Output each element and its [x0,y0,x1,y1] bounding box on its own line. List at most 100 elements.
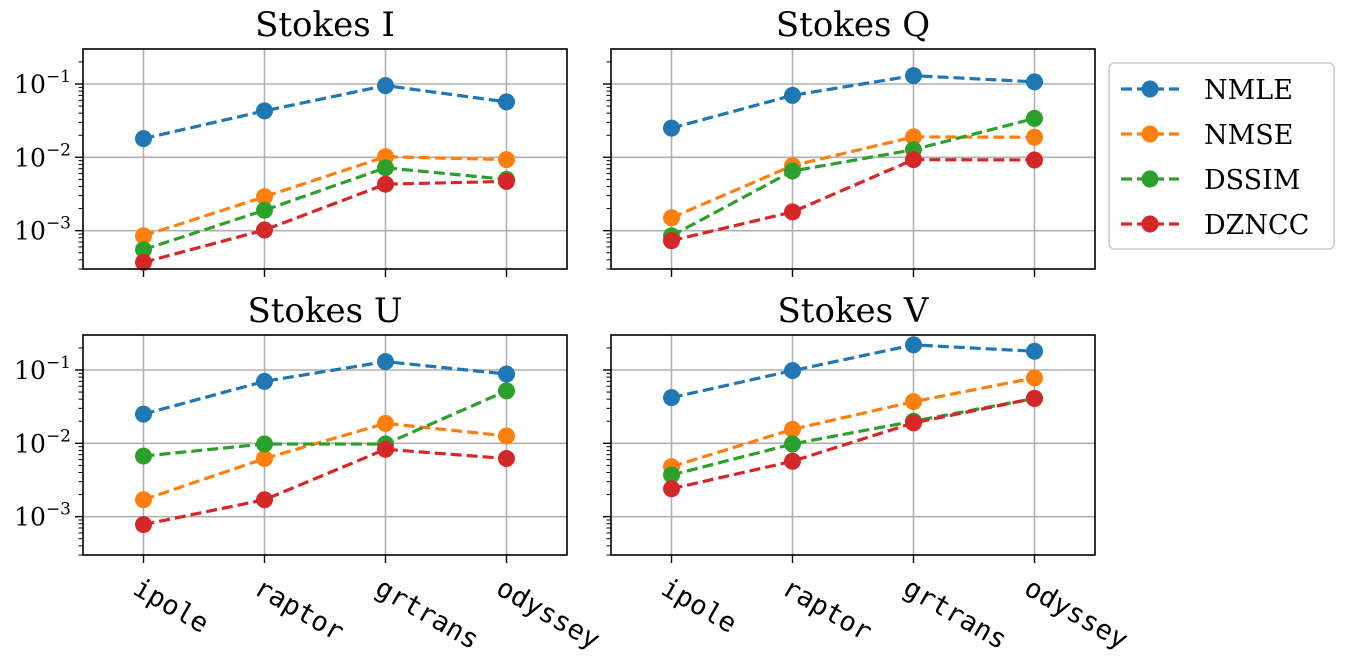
series-dssim [663,389,1043,484]
series-line [671,343,1035,400]
data-point [498,365,515,383]
data-point [256,450,273,468]
legend-box [1108,62,1335,250]
series-line [671,376,1035,469]
series-dzncc [663,389,1043,498]
y-tick-label: 10−1 [14,353,71,385]
axes-frame [610,334,1096,556]
x-tick-label: ipole [656,572,742,639]
data-point [135,447,152,465]
data-point [498,151,515,169]
x-tick-label: odyssey [491,572,605,656]
data-point [135,491,152,509]
panel-title: Stokes Q [776,5,930,45]
series-line [143,179,507,264]
data-point [498,427,515,445]
data-point [377,414,394,432]
axes-frame [82,48,568,270]
data-point [135,227,152,245]
y-tick-label: 10−3 [14,214,71,246]
x-tick-label: odyssey [1019,572,1133,656]
data-point [135,241,152,259]
data-point [784,162,801,180]
data-point [256,491,273,509]
y-tick-label: 10−2 [14,140,71,172]
panel-title: Stokes I [255,5,395,45]
axes-frame [610,48,1096,270]
data-point [905,128,922,146]
y-tick-label: 10−3 [14,500,71,532]
series-line [671,158,1035,243]
data-point [135,130,152,148]
data-point [784,435,801,453]
x-tick-label: ipole [128,572,214,639]
data-point [256,102,273,120]
series-line [670,135,1035,220]
legend-item-nmle: NMLE [1121,75,1293,106]
data-point [663,209,680,227]
data-point [905,336,922,354]
series-nmle [135,77,515,148]
panel-title: Stokes U [247,291,402,331]
data-point [256,372,273,390]
data-point [135,405,152,423]
y-tick-label: 10−2 [14,426,71,458]
series-line [143,84,507,141]
panel-1: Stokes I 10−1 10−2 10−3 [14,5,568,277]
series-dzncc [135,172,515,271]
data-point [784,362,801,380]
x-tick-label: raptor [777,572,877,648]
data-point [905,151,922,169]
data-point [663,480,680,498]
series-dzncc [663,151,1043,250]
series-nmle [663,336,1043,407]
series-line [142,421,507,502]
data-point [663,232,680,250]
data-point [1026,73,1043,91]
data-point [498,382,515,400]
data-point [663,466,680,484]
data-point [663,389,680,407]
series-line [671,396,1035,477]
data-point [905,393,922,411]
data-point [1026,128,1043,146]
data-point [1026,151,1043,169]
series-dzncc [135,440,515,534]
data-point [784,203,801,221]
legend-item-dzncc: DZNCC [1121,210,1309,241]
legend-label: NMSE [1204,120,1293,151]
series-nmse [663,128,1043,227]
legend-label: NMLE [1204,75,1293,106]
series-nmse [135,414,515,509]
data-point [377,440,394,458]
series-line [143,389,508,458]
y-tick-label: 10−1 [14,67,71,99]
data-point [256,188,273,206]
legend-item-nmse: NMSE [1121,120,1293,151]
legend-marker [1141,215,1159,233]
legend-marker [1141,170,1159,188]
data-point [377,77,394,95]
series-line [143,166,507,252]
data-point [498,93,515,111]
legend: NMLE NMSE DSSIM DZNCC [1108,62,1335,250]
series-line [671,74,1035,130]
data-point [905,67,922,85]
legend-label: DZNCC [1204,210,1309,241]
data-point [784,86,801,104]
series-line [670,116,1035,238]
series-nmle [663,67,1043,137]
x-tick-label: raptor [249,572,349,648]
series-nmle [135,353,515,423]
legend-label: DSSIM [1204,165,1300,196]
data-point [1026,342,1043,360]
x-tick-label: grtrans [898,572,1012,656]
series-dssim [135,159,515,259]
panel-3: Stokes U 10−1 10−2 10−3 ipole raptor grtrans od… [14,291,605,656]
data-point [377,175,394,193]
legend-marker [1141,125,1159,143]
data-point [377,159,394,177]
data-point [905,414,922,432]
series-line [671,396,1035,491]
